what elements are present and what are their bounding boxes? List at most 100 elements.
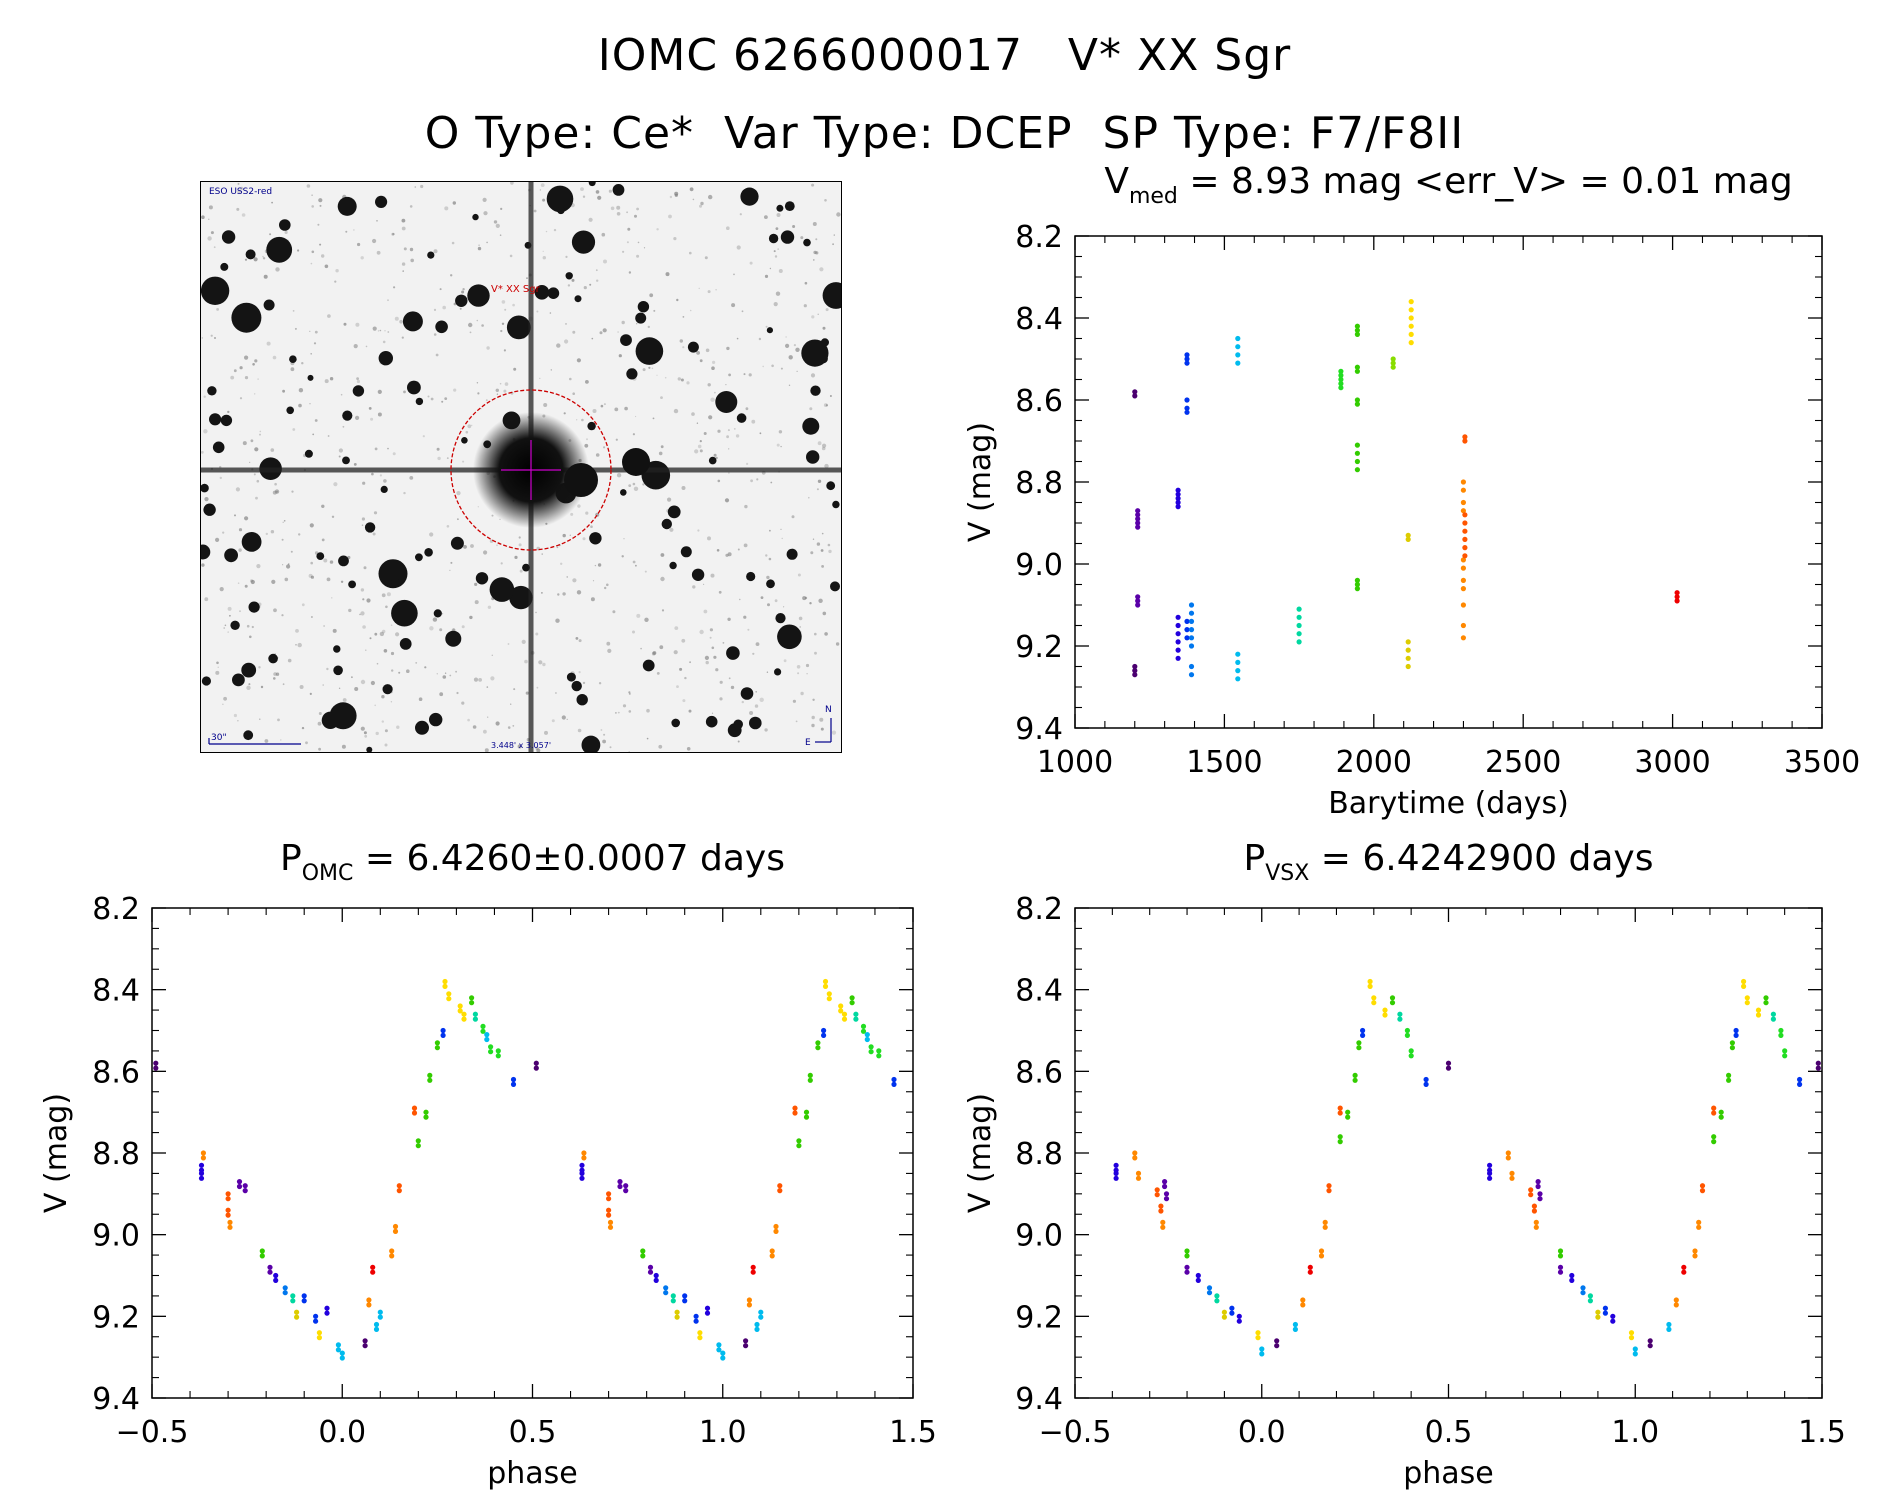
data-point	[1326, 1183, 1332, 1189]
data-point	[1674, 598, 1680, 604]
field-star	[534, 285, 550, 300]
survey-label: ESO USS2-red	[209, 187, 272, 197]
data-point	[377, 1309, 383, 1315]
data-point	[533, 1060, 539, 1066]
data-point	[1632, 1351, 1638, 1357]
data-point	[606, 1207, 612, 1213]
data-point	[225, 1207, 231, 1213]
field-star	[768, 233, 779, 244]
data-point	[1673, 1297, 1679, 1303]
field-star	[506, 315, 531, 340]
y-tick-label: 9.0	[1015, 1219, 1063, 1254]
data-point	[1235, 335, 1241, 342]
data-point	[1135, 594, 1141, 600]
field-star	[203, 503, 216, 516]
data-point	[1345, 1109, 1351, 1115]
y-tick-label: 9.4	[1015, 712, 1063, 747]
data-point	[758, 1309, 764, 1315]
data-point	[746, 1302, 753, 1308]
data-point	[1214, 1293, 1220, 1299]
data-point	[1135, 602, 1141, 608]
field-star	[245, 249, 256, 260]
data-point	[1132, 663, 1138, 670]
data-point	[290, 1298, 296, 1304]
data-point	[294, 1309, 300, 1315]
data-point	[1531, 1203, 1537, 1209]
data-point	[1354, 581, 1360, 588]
data-point	[1236, 1318, 1242, 1324]
x-tick-label: 0.0	[318, 1415, 366, 1450]
data-point	[198, 1175, 205, 1181]
field-star	[329, 702, 357, 730]
data-point	[1135, 524, 1141, 530]
data-point	[743, 1338, 749, 1344]
data-point	[373, 1326, 380, 1332]
data-point	[849, 995, 855, 1001]
data-point	[1188, 635, 1195, 641]
data-point	[1195, 1272, 1201, 1279]
data-point	[1390, 360, 1396, 366]
data-point	[442, 978, 448, 985]
plot-title: Vmed = 8.93 mag <err_V> = 0.01 mag	[1104, 161, 1792, 209]
data-point	[1367, 983, 1373, 990]
data-point	[716, 1342, 722, 1348]
data-point	[1184, 1253, 1190, 1259]
field-star	[571, 230, 596, 254]
object-types-subtitle: O Type: Ce* Var Type: DCEP SP Type: F7/F…	[424, 108, 1465, 159]
data-point	[370, 1264, 376, 1270]
data-point	[1460, 622, 1466, 629]
data-point	[1354, 586, 1360, 592]
data-point	[1352, 1072, 1358, 1078]
field-star	[391, 599, 418, 627]
data-point	[1296, 622, 1302, 629]
data-point	[440, 1027, 446, 1034]
data-point	[335, 1347, 341, 1353]
field-star	[450, 536, 464, 550]
data-point	[1274, 1343, 1280, 1349]
data-point	[335, 1342, 341, 1348]
data-point	[682, 1298, 688, 1304]
data-point	[1610, 1313, 1616, 1319]
data-point	[1408, 340, 1414, 346]
data-point	[1797, 1081, 1803, 1087]
field-star	[391, 578, 400, 587]
data-point	[1318, 1253, 1325, 1259]
data-point	[1360, 1027, 1366, 1034]
field-star	[424, 548, 433, 557]
data-point	[200, 1150, 206, 1156]
field-star	[207, 386, 217, 396]
y-tick-label: 9.4	[92, 1382, 140, 1417]
data-point	[606, 1196, 612, 1202]
field-star	[429, 712, 443, 727]
data-point	[1674, 594, 1680, 600]
data-point	[1408, 299, 1414, 305]
data-point	[1404, 1032, 1410, 1038]
data-point	[674, 1314, 680, 1320]
data-point	[750, 1264, 756, 1270]
data-point	[623, 1183, 629, 1189]
x-tick-label: 1500	[1186, 745, 1262, 780]
data-point	[488, 1044, 494, 1050]
data-point	[324, 1305, 330, 1311]
field-star	[201, 276, 230, 305]
data-point	[1188, 643, 1195, 649]
field-star	[316, 552, 325, 560]
data-point	[1741, 983, 1747, 990]
data-point	[1696, 1224, 1702, 1230]
data-point	[446, 996, 452, 1002]
data-point	[313, 1313, 319, 1319]
data-point	[1718, 1114, 1724, 1120]
data-point	[1726, 1072, 1732, 1078]
field-star	[680, 546, 692, 558]
data-point	[480, 1023, 486, 1029]
field-star	[776, 204, 784, 212]
data-point	[1184, 405, 1190, 411]
lightcurve-panel: 1000 1500 2000 2500 3000 3500 8.2 8.4 8.6 8.8 9.0 9…	[963, 161, 1860, 821]
data-point	[1354, 364, 1360, 370]
scale-label: 30"	[211, 733, 227, 743]
x-tick-label: 0.5	[509, 1415, 557, 1450]
field-star	[333, 665, 343, 676]
y-tick-label: 8.6	[1015, 1055, 1063, 1090]
field-star	[726, 646, 740, 660]
data-point	[366, 1297, 372, 1303]
